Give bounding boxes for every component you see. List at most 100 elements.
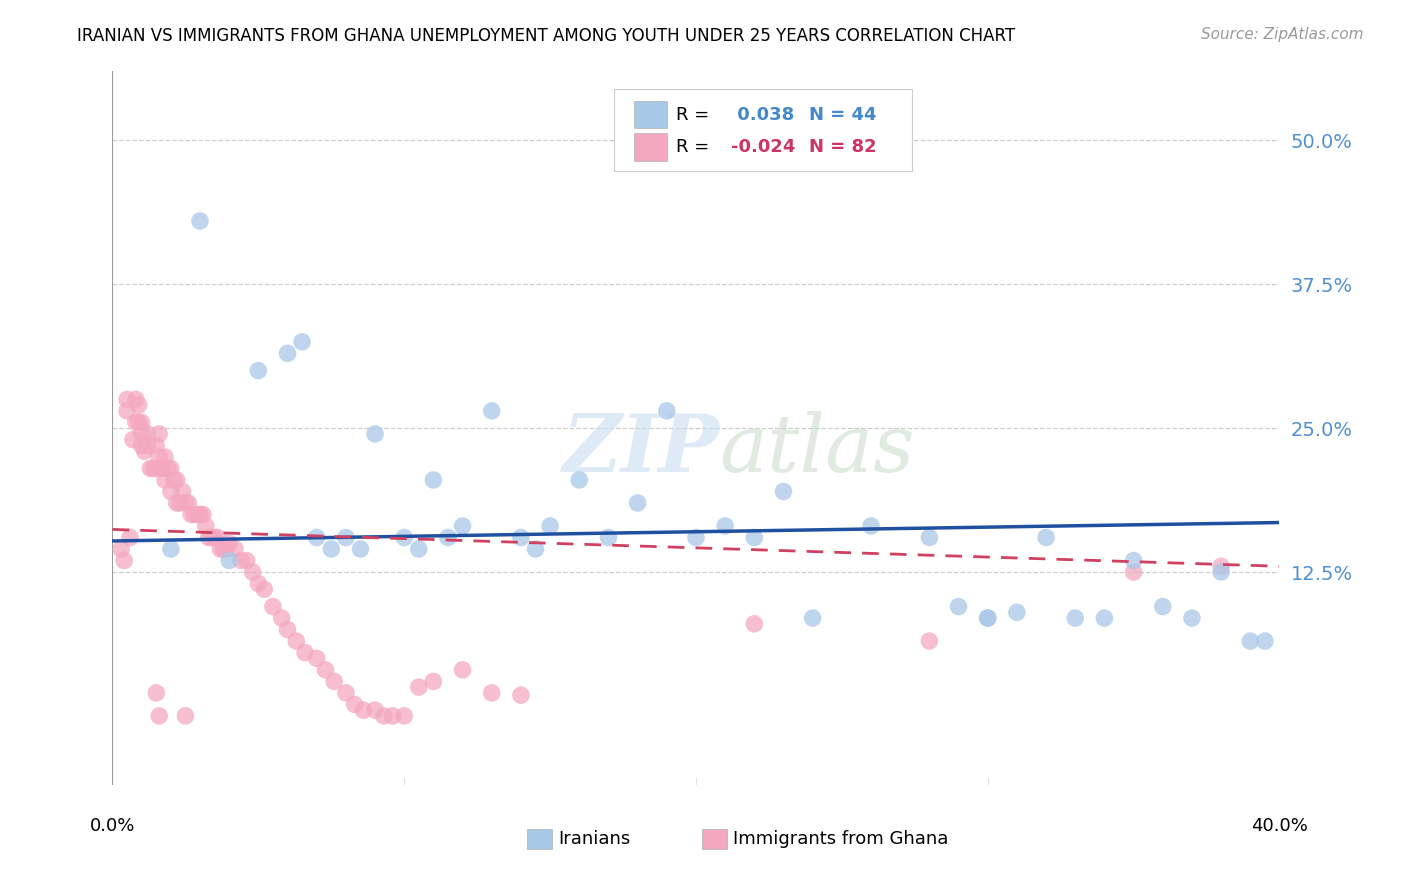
Iranians [422, 473, 444, 487]
Iranians [948, 599, 970, 614]
Immigrants from Ghana [115, 404, 138, 418]
Immigrants from Ghana [160, 461, 183, 475]
Iranians [801, 611, 824, 625]
Iranians [408, 541, 430, 556]
Immigrants from Ghana [253, 582, 276, 597]
Immigrants from Ghana [145, 686, 167, 700]
Immigrants from Ghana [201, 531, 224, 545]
Text: R =: R = [676, 106, 710, 124]
Immigrants from Ghana [166, 496, 188, 510]
Text: 0.038: 0.038 [731, 106, 794, 124]
Immigrants from Ghana [160, 484, 183, 499]
Immigrants from Ghana [451, 663, 474, 677]
Immigrants from Ghana [191, 508, 214, 522]
Immigrants from Ghana [131, 416, 153, 430]
Immigrants from Ghana [918, 634, 941, 648]
Text: N = 44: N = 44 [810, 106, 877, 124]
Immigrants from Ghana [352, 703, 374, 717]
Iranians [276, 346, 298, 360]
Iranians [568, 473, 591, 487]
Iranians [247, 363, 270, 377]
Immigrants from Ghana [118, 531, 141, 545]
Immigrants from Ghana [153, 473, 176, 487]
FancyBboxPatch shape [634, 134, 666, 161]
Text: IRANIAN VS IMMIGRANTS FROM GHANA UNEMPLOYMENT AMONG YOUTH UNDER 25 YEARS CORRELA: IRANIAN VS IMMIGRANTS FROM GHANA UNEMPLO… [77, 27, 1015, 45]
Immigrants from Ghana [110, 541, 132, 556]
FancyBboxPatch shape [702, 830, 727, 849]
Iranians [349, 541, 371, 556]
Immigrants from Ghana [153, 450, 176, 464]
Immigrants from Ghana [305, 651, 328, 665]
Immigrants from Ghana [183, 508, 205, 522]
Immigrants from Ghana [209, 541, 232, 556]
Iranians [860, 519, 883, 533]
Immigrants from Ghana [229, 553, 252, 567]
Immigrants from Ghana [125, 416, 148, 430]
Immigrants from Ghana [122, 433, 145, 447]
Immigrants from Ghana [343, 698, 366, 712]
Immigrants from Ghana [131, 438, 153, 452]
Immigrants from Ghana [136, 438, 159, 452]
Iranians [627, 496, 650, 510]
Iranians [481, 404, 503, 418]
Iranians [1152, 599, 1174, 614]
FancyBboxPatch shape [527, 830, 553, 849]
Immigrants from Ghana [128, 416, 150, 430]
Iranians [451, 519, 474, 533]
Immigrants from Ghana [180, 508, 202, 522]
Immigrants from Ghana [270, 611, 292, 625]
Iranians [772, 484, 794, 499]
Immigrants from Ghana [125, 392, 148, 407]
Iranians [509, 531, 531, 545]
Immigrants from Ghana [276, 623, 298, 637]
Immigrants from Ghana [218, 536, 240, 550]
Iranians [1064, 611, 1087, 625]
Iranians [321, 541, 343, 556]
Immigrants from Ghana [294, 646, 316, 660]
Text: atlas: atlas [720, 411, 915, 488]
Immigrants from Ghana [335, 686, 357, 700]
Immigrants from Ghana [408, 680, 430, 694]
Immigrants from Ghana [163, 473, 186, 487]
FancyBboxPatch shape [614, 89, 912, 171]
Immigrants from Ghana [422, 674, 444, 689]
Iranians [742, 531, 765, 545]
Immigrants from Ghana [212, 541, 235, 556]
Immigrants from Ghana [169, 496, 191, 510]
Iranians [160, 541, 183, 556]
Iranians [976, 611, 998, 625]
Text: Immigrants from Ghana: Immigrants from Ghana [734, 830, 949, 848]
Immigrants from Ghana [148, 450, 170, 464]
Immigrants from Ghana [128, 398, 150, 412]
Immigrants from Ghana [481, 686, 503, 700]
Immigrants from Ghana [314, 663, 336, 677]
Immigrants from Ghana [247, 576, 270, 591]
Immigrants from Ghana [156, 461, 179, 475]
Immigrants from Ghana [186, 508, 208, 522]
Immigrants from Ghana [224, 541, 246, 556]
Immigrants from Ghana [150, 461, 173, 475]
Iranians [1254, 634, 1277, 648]
Iranians [394, 531, 416, 545]
Immigrants from Ghana [174, 496, 197, 510]
Iranians [538, 519, 561, 533]
Immigrants from Ghana [207, 531, 229, 545]
Iranians [714, 519, 737, 533]
FancyBboxPatch shape [634, 102, 666, 128]
Text: 40.0%: 40.0% [1251, 817, 1308, 835]
Immigrants from Ghana [148, 426, 170, 441]
Text: R =: R = [676, 138, 710, 156]
Iranians [335, 531, 357, 545]
Iranians [1094, 611, 1116, 625]
Immigrants from Ghana [215, 541, 238, 556]
Immigrants from Ghana [142, 461, 165, 475]
Iranians [305, 531, 328, 545]
Iranians [188, 214, 211, 228]
Iranians [364, 426, 387, 441]
Iranians [976, 611, 998, 625]
Iranians [1181, 611, 1204, 625]
Immigrants from Ghana [364, 703, 387, 717]
Text: 0.0%: 0.0% [90, 817, 135, 835]
Immigrants from Ghana [262, 599, 284, 614]
Iranians [524, 541, 547, 556]
